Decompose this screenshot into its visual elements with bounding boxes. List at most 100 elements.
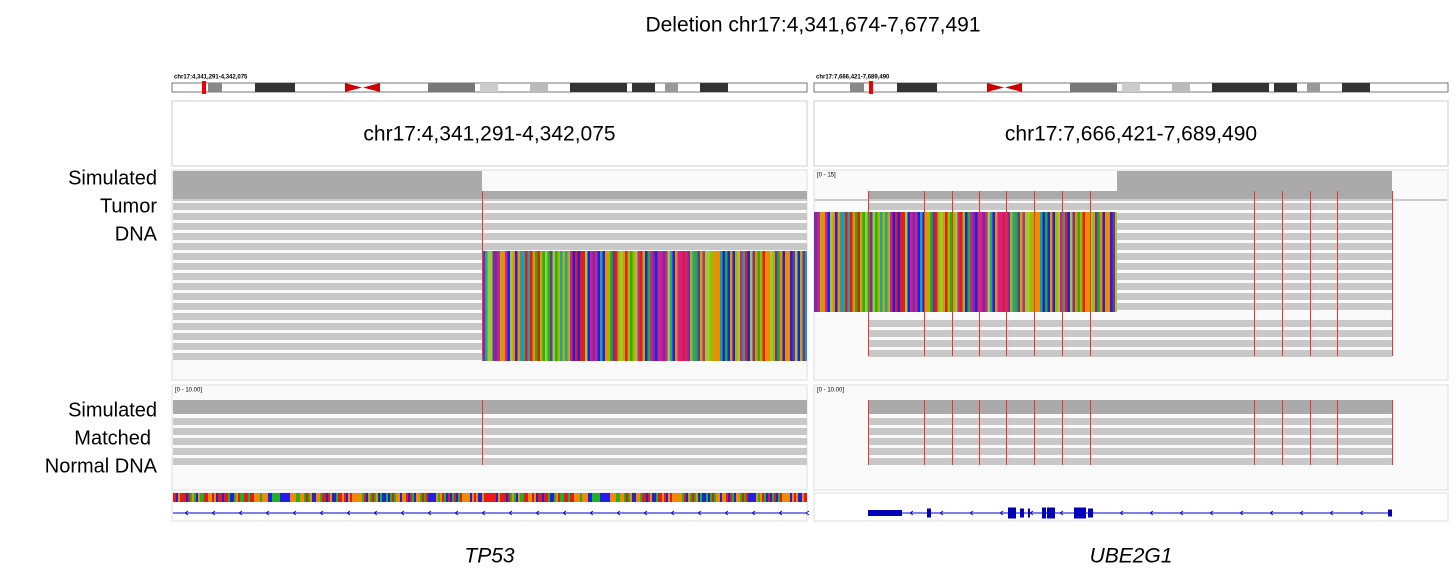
strand-arrow — [778, 510, 783, 516]
strand-arrow — [535, 510, 540, 516]
ideogram-band — [632, 83, 655, 92]
coverage — [482, 191, 807, 199]
row-label: Simulated — [68, 167, 157, 189]
locus-label: chr17:4,341,291-4,342,075 — [363, 123, 615, 146]
strand-arrow — [1149, 510, 1154, 516]
read-mismatch — [814, 282, 1117, 292]
ideogram-position — [202, 81, 206, 94]
coverage — [868, 191, 1117, 199]
strand-arrow — [1179, 510, 1184, 516]
strand-arrow — [751, 510, 756, 516]
read-mismatch — [482, 291, 807, 301]
strand-arrow — [616, 510, 621, 516]
ideogram-band — [1212, 83, 1269, 92]
strand-arrow — [1059, 510, 1064, 516]
exon — [1047, 507, 1055, 519]
strand-arrow — [969, 510, 974, 516]
locus-box — [813, 100, 1449, 167]
read-mismatch — [814, 242, 1117, 252]
read — [173, 343, 482, 350]
exon — [1028, 508, 1030, 518]
strand-arrow — [238, 510, 243, 516]
strand-arrow — [265, 510, 270, 516]
ideogram-band — [1172, 83, 1190, 92]
read-mismatch — [482, 271, 807, 281]
strand-arrow — [346, 510, 351, 516]
exon — [1074, 507, 1086, 519]
strand-arrow — [643, 510, 648, 516]
read — [868, 203, 1392, 210]
strand-arrow — [184, 510, 189, 516]
gene-name: UBE2G1 — [1090, 545, 1173, 568]
read — [173, 243, 807, 250]
read — [173, 458, 807, 465]
read — [868, 330, 1392, 337]
read-mismatch — [482, 331, 807, 341]
strand-arrow — [1209, 510, 1214, 516]
ideogram-band — [255, 83, 295, 92]
figure-title: Deletion chr17:4,341,674-7,677,491 — [645, 14, 980, 37]
ideogram-band — [1122, 83, 1140, 92]
locus-label: chr17:7,666,421-7,689,490 — [1005, 123, 1257, 146]
strand-arrow — [724, 510, 729, 516]
read-mismatch — [814, 302, 1117, 312]
strand-arrow — [939, 510, 944, 516]
read — [173, 253, 482, 260]
coverage — [173, 400, 807, 414]
ideogram-band — [850, 83, 864, 92]
exon — [1020, 508, 1024, 518]
range-label: [0 - 10.00] — [175, 388, 202, 394]
row-label: Tumor — [100, 195, 157, 217]
strand-arrow — [909, 510, 914, 516]
read — [173, 213, 807, 220]
exon — [1008, 507, 1016, 519]
centromere — [987, 83, 1022, 92]
read — [173, 283, 482, 290]
read — [868, 340, 1392, 347]
strand-arrow — [670, 510, 675, 516]
strand-arrow — [1359, 510, 1364, 516]
strand-arrow — [1269, 510, 1274, 516]
ideogram-band — [1274, 83, 1297, 92]
row-label: DNA — [115, 223, 158, 245]
coverage — [173, 171, 482, 199]
strand-arrow — [427, 510, 432, 516]
strand-arrow — [481, 510, 486, 516]
read — [173, 203, 807, 210]
ideogram-band — [1307, 83, 1320, 92]
read — [173, 223, 807, 230]
read-mismatch — [814, 212, 1117, 222]
read — [173, 353, 482, 360]
ideogram-locus: chr17:4,341,291-4,342,075 — [174, 75, 248, 81]
read — [173, 428, 807, 435]
gene-name: TP53 — [464, 545, 515, 568]
read — [868, 350, 1392, 357]
ideogram-band — [665, 83, 678, 92]
strand-arrow — [211, 510, 216, 516]
strand-arrow — [508, 510, 513, 516]
strand-arrow — [1329, 510, 1334, 516]
read — [173, 323, 482, 330]
ideogram-band — [700, 83, 728, 92]
read-mismatch — [814, 262, 1117, 272]
read — [173, 273, 482, 280]
ideogram-band — [428, 83, 475, 92]
strand-arrow — [1239, 510, 1244, 516]
strand-arrow — [999, 510, 1004, 516]
ideogram-band — [1070, 83, 1117, 92]
row-label: Simulated — [68, 399, 157, 421]
read-mismatch — [482, 281, 807, 291]
read — [868, 448, 1392, 455]
strand-arrow — [1029, 510, 1034, 516]
read-mismatch — [482, 301, 807, 311]
read — [868, 428, 1392, 435]
read — [173, 293, 482, 300]
ideogram-band — [480, 83, 498, 92]
read — [868, 458, 1392, 465]
ideogram-band — [530, 83, 548, 92]
ideogram-band — [570, 83, 627, 92]
exon — [1388, 509, 1392, 517]
read-mismatch — [482, 341, 807, 351]
read — [173, 303, 482, 310]
